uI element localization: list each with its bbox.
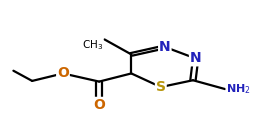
Text: S: S	[156, 80, 166, 94]
Text: O: O	[57, 67, 69, 80]
Text: N: N	[190, 52, 202, 65]
Text: N: N	[159, 40, 171, 54]
Text: NH$_2$: NH$_2$	[226, 82, 251, 96]
Text: O: O	[93, 98, 105, 112]
Text: CH$_3$: CH$_3$	[82, 38, 103, 52]
